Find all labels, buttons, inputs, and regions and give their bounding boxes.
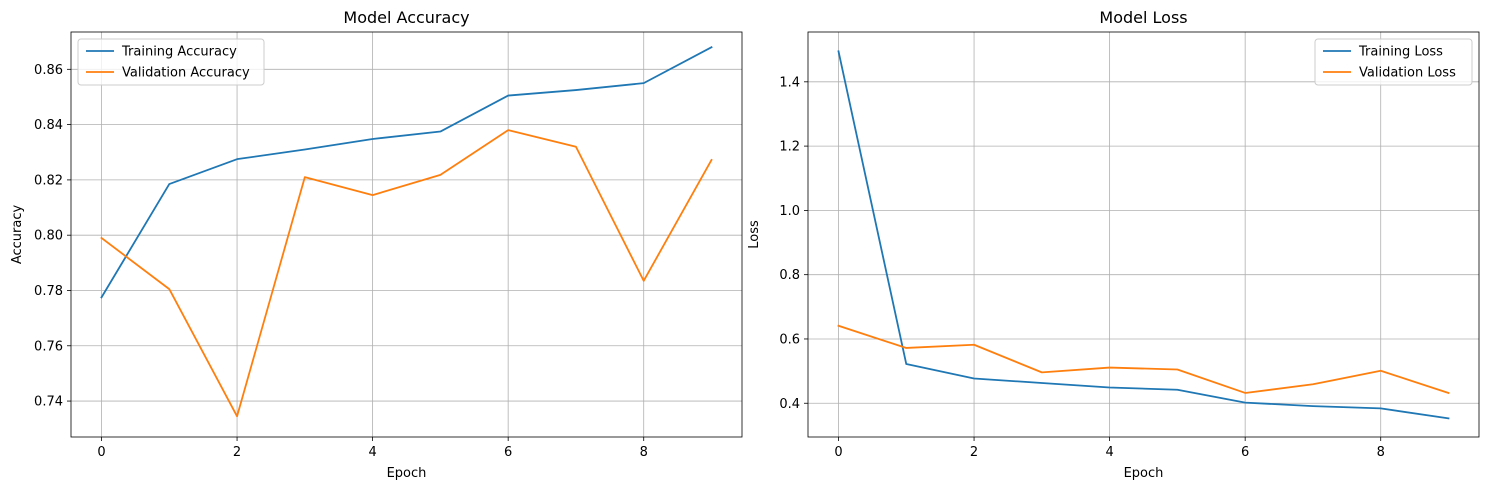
y-tick-label: 1.0 [779,204,800,219]
series-line-0 [837,50,1450,420]
x-tick-label: 2 [233,445,241,460]
x-tick-label: 0 [834,445,842,460]
y-tick-label: 0.4 [779,397,800,412]
y-tick-label: 0.6 [779,332,800,347]
legend-label: Training Accuracy [121,45,237,60]
chart-title: Model Accuracy [343,8,469,27]
y-tick-label: 0.82 [34,173,63,188]
x-tick-label: 6 [504,445,512,460]
plot-frame [70,31,743,438]
x-tick-label: 2 [970,445,978,460]
y-tick-label: 0.76 [34,339,63,354]
loss-chart: 0 2 4 6 8 0.4 0.6 0.8 1.0 1.2 1.4 Model Loss Epoch Lo… [747,8,1480,481]
x-tick-label: 4 [1105,445,1113,460]
y-tick-label: 0.80 [34,229,63,244]
x-tick-label: 0 [97,445,105,460]
x-axis-label: Epoch [1124,466,1164,481]
legend-label: Validation Loss [1359,66,1456,81]
legend-label: Training Loss [1358,45,1443,60]
x-tick-label: 8 [640,445,648,460]
y-tick-label: 1.2 [779,140,800,155]
legend-box [77,38,265,86]
y-axis-label: Loss [747,220,762,249]
legend-box [1314,38,1473,86]
x-tick-label: 6 [1241,445,1249,460]
legend: Training Accuracy Validation Accuracy [77,38,265,86]
y-axis-label: Accuracy [10,205,25,265]
accuracy-chart: 0 2 4 6 8 0.74 0.76 0.78 0.80 0.82 0.84 0.86 Model A… [10,8,743,481]
y-tick-label: 0.78 [34,284,63,299]
legend-label: Validation Accuracy [122,66,250,81]
chart-title: Model Loss [1099,8,1187,27]
y-tick-label: 1.4 [779,75,800,90]
y-tick-label: 0.74 [34,395,63,410]
series-line-1 [837,324,1450,395]
y-tick-label: 0.86 [34,63,63,78]
series-line-0 [100,45,713,299]
x-tick-label: 8 [1377,445,1385,460]
legend: Training Loss Validation Loss [1314,38,1473,86]
series-line-1 [100,129,713,418]
plot-frame [807,31,1480,438]
x-tick-label: 4 [368,445,376,460]
x-axis-label: Epoch [387,466,427,481]
y-tick-label: 0.84 [34,118,63,133]
y-tick-label: 0.8 [779,268,800,283]
